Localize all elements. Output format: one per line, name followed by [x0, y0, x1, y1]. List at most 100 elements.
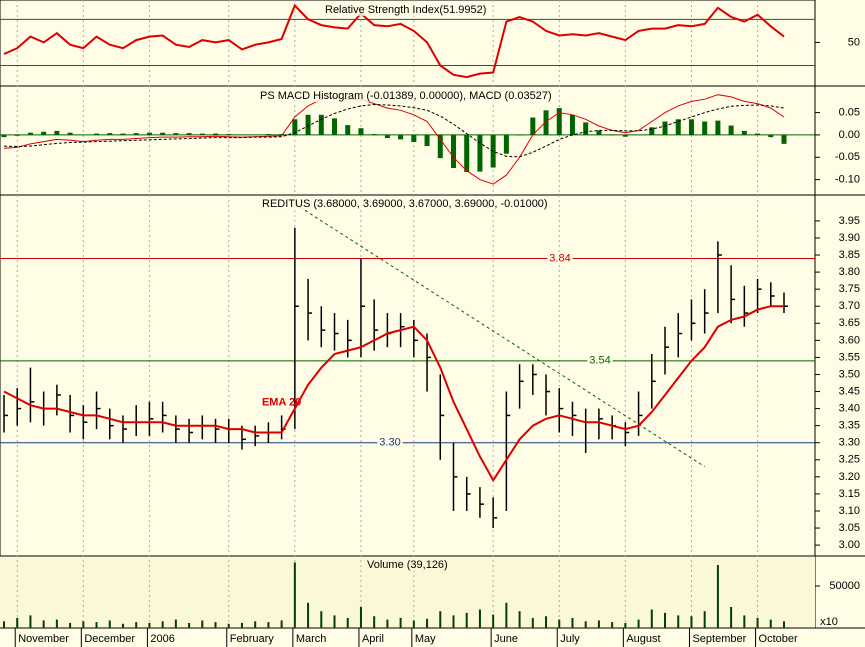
volume-bar	[82, 621, 85, 628]
panel-title: Relative Strength Index(51.9952)	[325, 4, 486, 16]
volume-bar	[386, 619, 389, 628]
y-tick-label: 3.70	[839, 300, 860, 312]
volume-bar	[730, 606, 733, 628]
volume-bar	[756, 617, 759, 628]
volume-bar	[650, 609, 653, 628]
histogram-bar	[173, 133, 179, 135]
y-tick-label: 3.75	[839, 283, 860, 295]
y-tick-label: 3.65	[839, 317, 860, 329]
volume-bar	[399, 617, 402, 628]
panel-title: Volume (39,126)	[367, 559, 448, 571]
volume-bar	[545, 616, 548, 628]
ema-line	[3, 305, 784, 483]
histogram-bar	[702, 121, 708, 135]
volume-bar	[373, 616, 376, 628]
histogram-bar	[450, 134, 456, 168]
histogram-bar	[252, 134, 258, 135]
panel-title: REDITUS (3.68000, 3.69000, 3.67000, 3.69…	[262, 198, 548, 210]
y-tick-label: 3.15	[839, 488, 860, 500]
histogram-bar	[437, 134, 443, 159]
volume-bar	[69, 622, 72, 628]
panel-title-bg	[259, 89, 553, 102]
histogram-bar	[41, 131, 47, 135]
x-tick-label: February	[230, 633, 275, 645]
volume-bar	[95, 622, 98, 628]
plot-frame	[0, 0, 816, 629]
histogram-bar	[332, 118, 338, 135]
rsi-line	[3, 3, 785, 79]
histogram-bar	[543, 110, 549, 135]
y-tick-label: -0.10	[835, 174, 860, 186]
histogram-bar	[715, 120, 721, 135]
volume-bar	[161, 621, 164, 628]
histogram-bar	[358, 128, 364, 135]
volume-bar	[108, 620, 111, 628]
volume-bar	[29, 615, 32, 628]
volume-bar	[55, 619, 58, 628]
y-tick-label: 3.85	[839, 249, 860, 261]
y-tick-label: 3.25	[839, 454, 860, 466]
histogram-bar	[107, 133, 113, 135]
volume-bar	[465, 612, 468, 628]
histogram-bar	[120, 133, 126, 135]
volume-bar	[478, 609, 481, 628]
y-tick-label: 3.40	[839, 403, 860, 415]
volume-bar	[201, 620, 204, 628]
histogram-bar	[477, 134, 483, 172]
volume-bar	[505, 602, 508, 628]
volume-bar	[611, 622, 614, 628]
histogram-bar	[292, 119, 298, 135]
y-tick-label: 3.10	[839, 505, 860, 517]
histogram-bar	[160, 132, 166, 135]
volume-bar	[597, 620, 600, 628]
level-label-bg	[587, 354, 613, 367]
level-label-bg	[377, 436, 403, 449]
volume-bar	[584, 621, 587, 628]
y-tick-label: 3.00	[839, 539, 860, 551]
histogram-bar	[781, 134, 787, 144]
volume-bar	[492, 614, 495, 628]
histogram-bar	[226, 134, 232, 135]
histogram-bar	[54, 130, 60, 135]
volume-bar	[716, 564, 719, 628]
histogram-bar	[675, 119, 681, 135]
volume-bar	[3, 621, 5, 628]
histogram-bar	[424, 134, 430, 147]
panel-title-bg	[324, 3, 488, 16]
level-label: 3.54	[589, 355, 610, 367]
histogram-bar	[741, 130, 747, 135]
y-tick-label: 3.30	[839, 437, 860, 449]
y-tick-label: -0.05	[835, 151, 860, 163]
histogram-bar	[503, 134, 509, 154]
histogram-bar	[371, 134, 377, 135]
histogram-bar	[755, 133, 761, 135]
volume-bar	[426, 618, 429, 628]
volume-bar	[174, 619, 177, 628]
volume-bar	[333, 615, 336, 628]
level-label-bg	[547, 252, 573, 265]
volume-bar	[571, 617, 574, 628]
histogram-bar	[649, 127, 655, 135]
volume-bar	[16, 617, 19, 628]
y-tick-label: 3.80	[839, 266, 860, 278]
histogram-bar	[67, 132, 73, 135]
histogram-bar	[530, 117, 536, 135]
y-tick-label: 3.90	[839, 232, 860, 244]
x-tick-label: March	[296, 633, 327, 645]
level-label: 3.30	[379, 437, 400, 449]
signal-line	[3, 103, 785, 158]
histogram-bar	[622, 134, 628, 137]
histogram-bar	[556, 108, 562, 135]
panel-title-bg	[261, 197, 549, 210]
histogram-bar	[662, 121, 668, 135]
y-tick-label: 3.95	[839, 215, 860, 227]
y-tick-label: 3.05	[839, 522, 860, 534]
x-tick-label: 2006	[150, 633, 174, 645]
histogram-bar	[464, 134, 470, 172]
y-tick-label: 50000	[829, 580, 860, 592]
histogram-bar	[596, 130, 602, 135]
volume-bar	[42, 620, 45, 628]
y-tick-label: 3.55	[839, 351, 860, 363]
histogram-bar	[279, 134, 285, 135]
